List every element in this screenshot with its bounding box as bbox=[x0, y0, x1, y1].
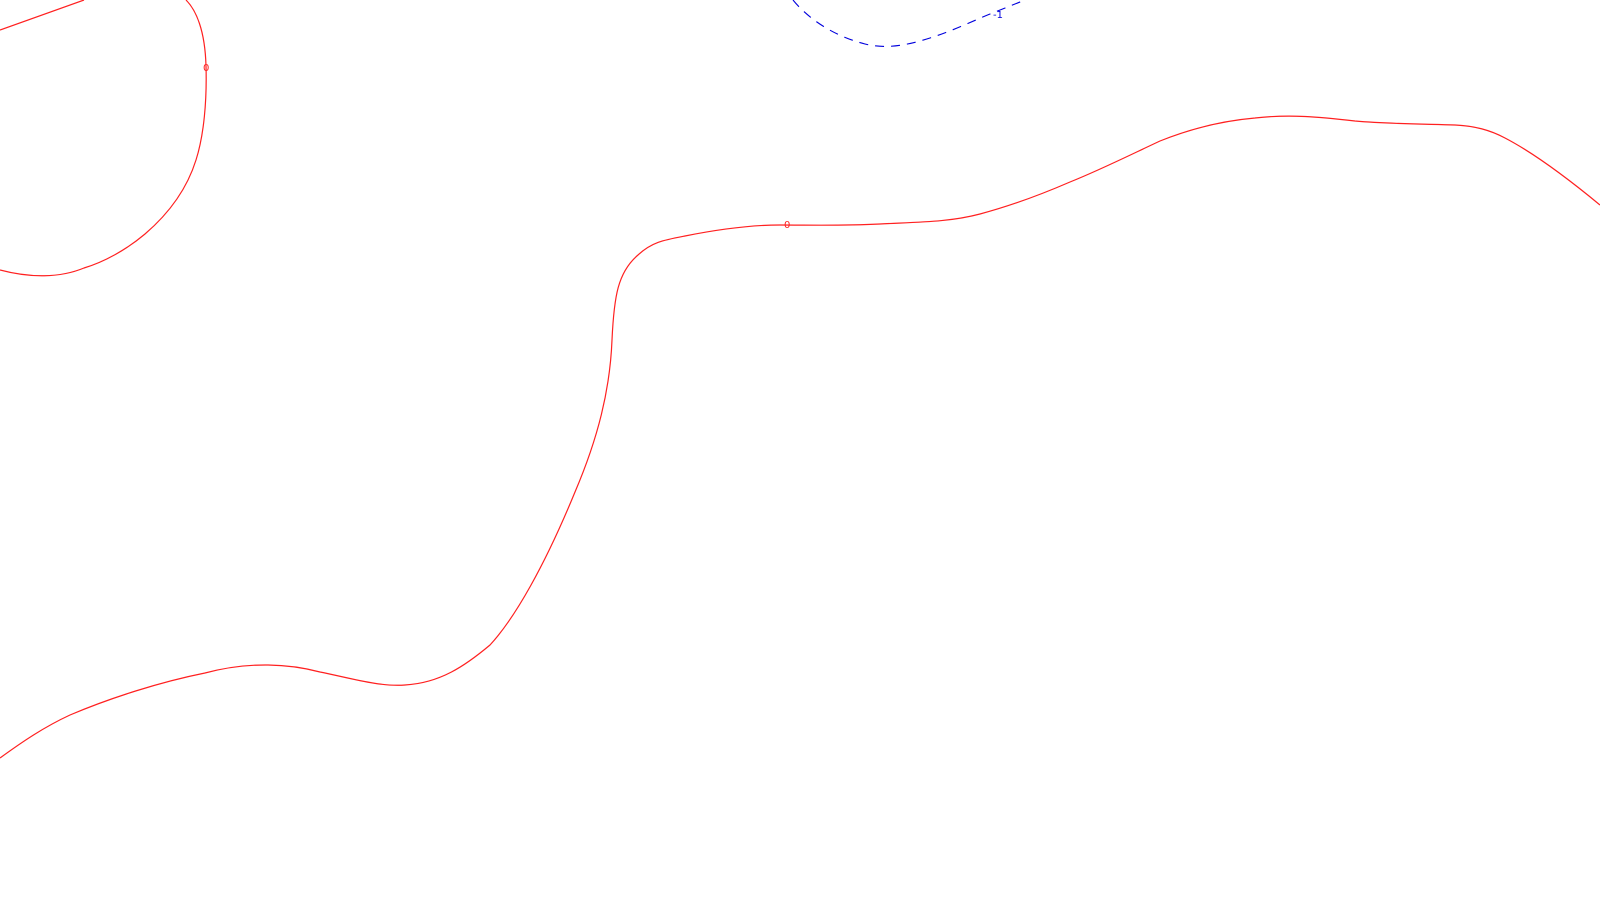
negative-one-contour-line bbox=[792, 0, 1026, 47]
main-zero-contour-label: 0 bbox=[784, 220, 790, 231]
negative-one-contour-label: -1 bbox=[993, 10, 1003, 21]
upper-left-zero-contour-label: 0 bbox=[203, 63, 209, 74]
upper-left-zero-contour-line bbox=[0, 0, 207, 277]
main-zero-contour-line bbox=[0, 115, 1600, 759]
